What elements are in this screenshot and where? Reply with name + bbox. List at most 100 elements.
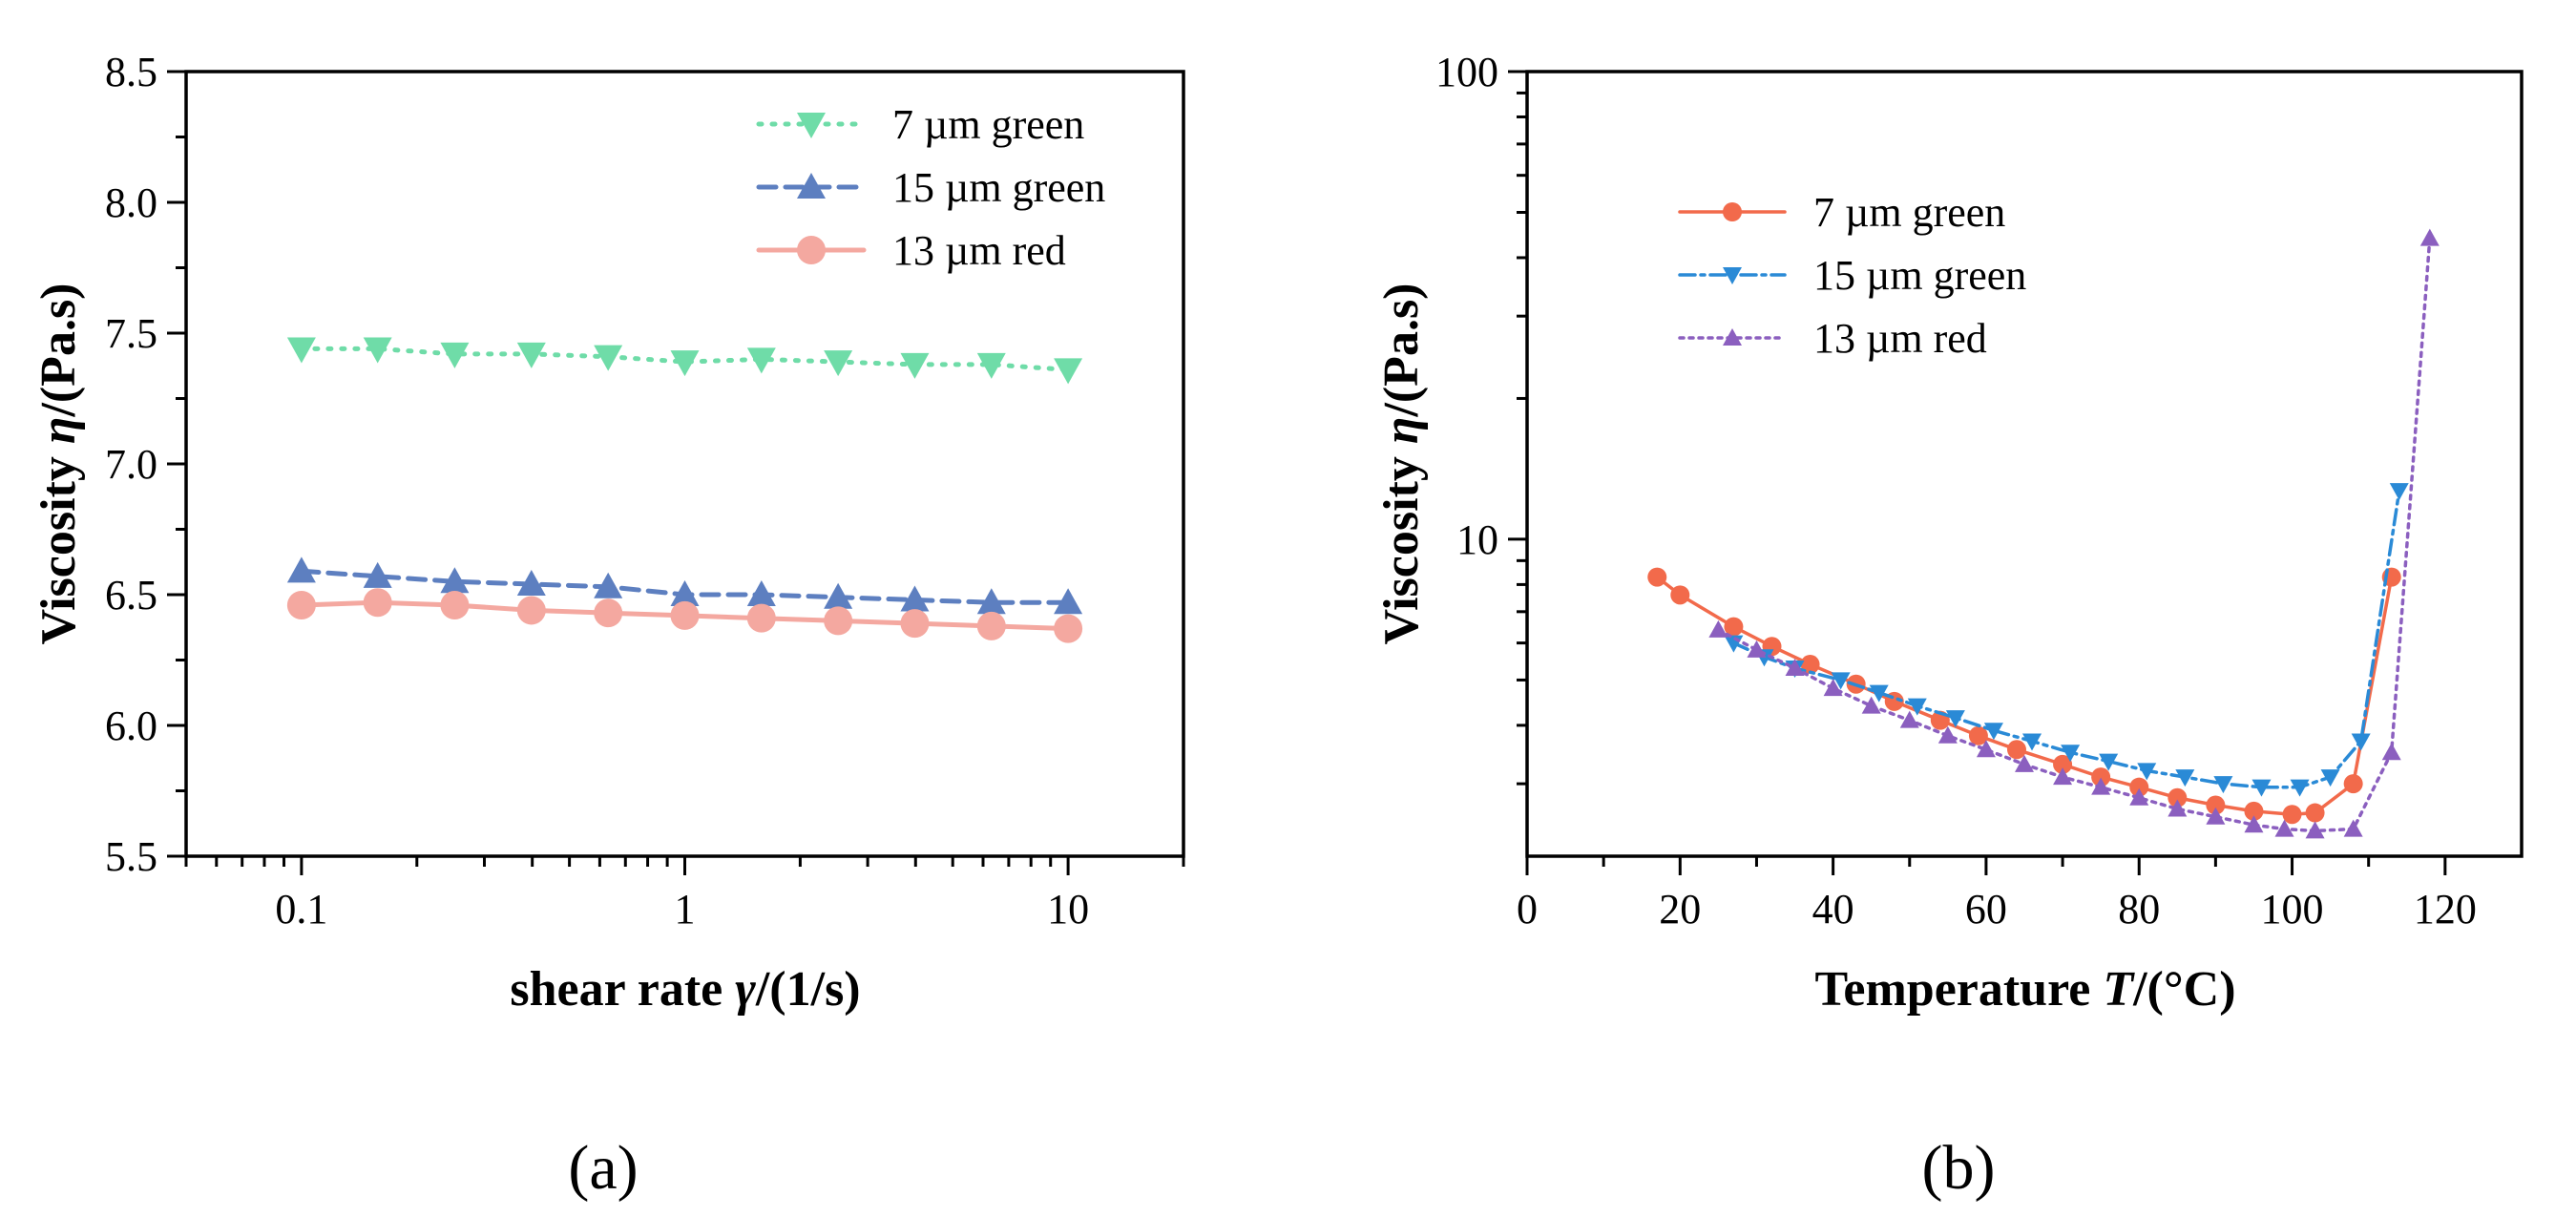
legend-label: 15 µm green bbox=[892, 164, 1105, 211]
x-tick-label: 120 bbox=[2414, 886, 2477, 933]
data-point bbox=[440, 342, 470, 368]
data-point bbox=[2389, 483, 2409, 501]
data-point bbox=[2213, 776, 2233, 794]
data-point bbox=[824, 350, 853, 377]
data-point bbox=[2053, 754, 2073, 774]
data-point bbox=[2251, 779, 2272, 797]
panel-label-b: (b) bbox=[1922, 1133, 1996, 1203]
chart-a: 0.1 1 10 5.5 6.0 6.5 7.0 7.5 8.0 8.5 shear rate γ… bbox=[31, 49, 1185, 1203]
legend-marker bbox=[797, 236, 826, 264]
data-point bbox=[1945, 710, 1965, 728]
data-point bbox=[1907, 698, 1927, 716]
data-point bbox=[670, 580, 700, 606]
data-point bbox=[1670, 585, 1690, 605]
series-2 bbox=[286, 556, 1083, 615]
legend-label: 13 µm red bbox=[1813, 315, 1987, 362]
data-point bbox=[2351, 733, 2371, 751]
data-point bbox=[594, 572, 623, 598]
chart-b-y-axis-title: Viscosity η/(Pa.s) bbox=[1374, 283, 1429, 644]
data-point bbox=[1724, 635, 1744, 653]
chart-a-series bbox=[286, 337, 1083, 643]
panel-label-a: (a) bbox=[568, 1133, 638, 1203]
data-point bbox=[1800, 655, 1820, 675]
data-point bbox=[2244, 801, 2264, 821]
data-point bbox=[363, 337, 392, 364]
data-point bbox=[900, 352, 930, 379]
data-point bbox=[2290, 779, 2310, 797]
y-tick-label: 10 bbox=[1456, 516, 1498, 563]
legend-label: 7 µm green bbox=[892, 101, 1084, 148]
data-point bbox=[2137, 763, 2157, 781]
chart-b-legend: 7 µm green 15 µm green 13 µm red bbox=[1678, 189, 2026, 362]
data-point bbox=[2244, 815, 2264, 833]
data-point bbox=[286, 556, 316, 583]
x-tick-label: 1 bbox=[675, 886, 696, 933]
data-point bbox=[976, 352, 1006, 379]
data-point bbox=[1899, 710, 1919, 728]
legend-item-1: 7 µm green bbox=[756, 101, 1084, 148]
data-point bbox=[516, 342, 546, 368]
data-point bbox=[976, 611, 1006, 640]
data-point bbox=[2282, 805, 2302, 825]
data-point bbox=[2015, 754, 2034, 772]
series-line bbox=[1731, 489, 2401, 789]
data-point bbox=[1724, 617, 1744, 637]
y-tick-label: 8.5 bbox=[105, 49, 157, 95]
series-2 bbox=[1724, 483, 2409, 797]
data-point bbox=[2091, 767, 2111, 787]
data-point bbox=[2099, 753, 2119, 771]
data-point bbox=[1976, 740, 1996, 758]
data-point bbox=[1747, 640, 1767, 658]
chart-a-x-axis-title: shear rate γ/(1/s) bbox=[510, 962, 860, 1017]
legend-label: 7 µm green bbox=[1813, 189, 2005, 236]
chart-a-legend: 7 µm green 15 µm green 13 µm red bbox=[756, 101, 1105, 274]
data-point bbox=[1708, 619, 1728, 638]
data-point bbox=[440, 567, 470, 594]
y-tick-label: 100 bbox=[1435, 49, 1498, 95]
data-point bbox=[363, 588, 392, 618]
y-tick-label: 6.0 bbox=[105, 703, 157, 749]
x-tick-label: 100 bbox=[2261, 886, 2324, 933]
y-tick-label: 6.5 bbox=[105, 572, 157, 619]
data-point bbox=[1937, 725, 1958, 744]
data-point bbox=[1823, 679, 1843, 697]
legend-item-3: 13 µm red bbox=[756, 227, 1066, 274]
data-point bbox=[286, 590, 316, 619]
data-point bbox=[1983, 723, 2003, 741]
data-point bbox=[594, 345, 623, 371]
legend-item-1: 7 µm green bbox=[1678, 189, 2005, 236]
data-point bbox=[2022, 733, 2042, 751]
data-point bbox=[2305, 803, 2325, 823]
chart-b-frame bbox=[1525, 70, 2524, 858]
data-point bbox=[824, 582, 853, 609]
data-point bbox=[2343, 819, 2363, 837]
data-point bbox=[2168, 787, 2188, 808]
data-point bbox=[1869, 684, 1889, 703]
data-point bbox=[1054, 358, 1083, 385]
data-point bbox=[2320, 769, 2340, 787]
data-point bbox=[2206, 807, 2226, 825]
data-point bbox=[746, 580, 776, 606]
data-point bbox=[2206, 795, 2226, 815]
data-point bbox=[2091, 777, 2111, 795]
data-point bbox=[1054, 588, 1083, 615]
data-point bbox=[2381, 743, 2401, 761]
data-point bbox=[516, 570, 546, 597]
data-point bbox=[746, 347, 776, 374]
x-tick-label: 80 bbox=[2118, 886, 2160, 933]
y-tick-label: 7.5 bbox=[105, 310, 157, 357]
x-tick-label: 0.1 bbox=[275, 886, 327, 933]
data-point bbox=[2305, 821, 2325, 839]
data-point bbox=[670, 600, 700, 630]
series-line bbox=[299, 346, 1071, 372]
chart-b-x-axis-title: Temperature T/(°C) bbox=[1814, 962, 2235, 1017]
data-point bbox=[1831, 672, 1851, 690]
y-tick-label: 7.0 bbox=[105, 441, 157, 488]
data-point bbox=[670, 350, 700, 377]
series-1 bbox=[1647, 567, 2401, 825]
data-point bbox=[2006, 740, 2026, 760]
data-point bbox=[2053, 767, 2073, 786]
data-point bbox=[440, 590, 470, 619]
